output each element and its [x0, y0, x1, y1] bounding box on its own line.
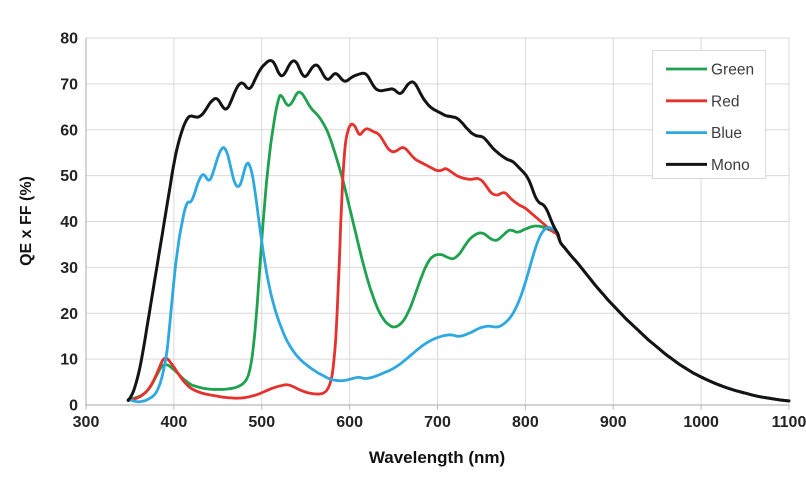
series-line-blue — [126, 146, 791, 404]
legend-label-mono: Mono — [711, 157, 750, 174]
legend-label-red: Red — [711, 93, 739, 110]
y-tick-label-40: 40 — [60, 214, 78, 231]
axes — [85, 37, 790, 410]
x-tick-label-900: 900 — [600, 414, 627, 431]
series-line-mono — [126, 58, 791, 403]
legend-item-mono: Mono — [666, 157, 750, 174]
x-tick-label-800: 800 — [512, 414, 539, 431]
legend-label-blue: Blue — [711, 125, 742, 142]
y-tick-label-50: 50 — [60, 168, 78, 185]
legend-item-blue: Blue — [666, 125, 742, 142]
y-tick-label-60: 60 — [60, 122, 78, 139]
x-tick-label-1100: 1100 — [772, 414, 806, 431]
legend-box — [652, 50, 766, 179]
y-tick-label-20: 20 — [60, 306, 78, 323]
x-tick-label-700: 700 — [424, 414, 451, 431]
y-tick-label-70: 70 — [60, 76, 78, 93]
y-tick-label-10: 10 — [60, 352, 78, 369]
series-lines — [126, 58, 791, 404]
x-tick-label-600: 600 — [336, 414, 363, 431]
legend-label-green: Green — [711, 62, 754, 79]
x-axis-title: Wavelength (nm) — [369, 448, 505, 467]
legend-item-red: Red — [666, 93, 739, 110]
y-tick-label-30: 30 — [60, 260, 78, 277]
x-tick-label-1000: 1000 — [683, 414, 719, 431]
y-axis-title: QE x FF (%) — [18, 176, 35, 266]
legend: Green Red Blue Mono — [652, 50, 766, 179]
legend-item-green: Green — [666, 62, 754, 79]
x-tick-label-500: 500 — [248, 414, 275, 431]
x-tick-label-400: 400 — [161, 414, 188, 431]
x-tick-label-300: 300 — [73, 414, 100, 431]
y-tick-label-80: 80 — [60, 31, 78, 48]
y-tick-label-0: 0 — [69, 398, 78, 415]
tick-labels: 300 400 500 600 700 800 900 1000 1100 0 10 20 30 40 50… — [60, 31, 806, 432]
